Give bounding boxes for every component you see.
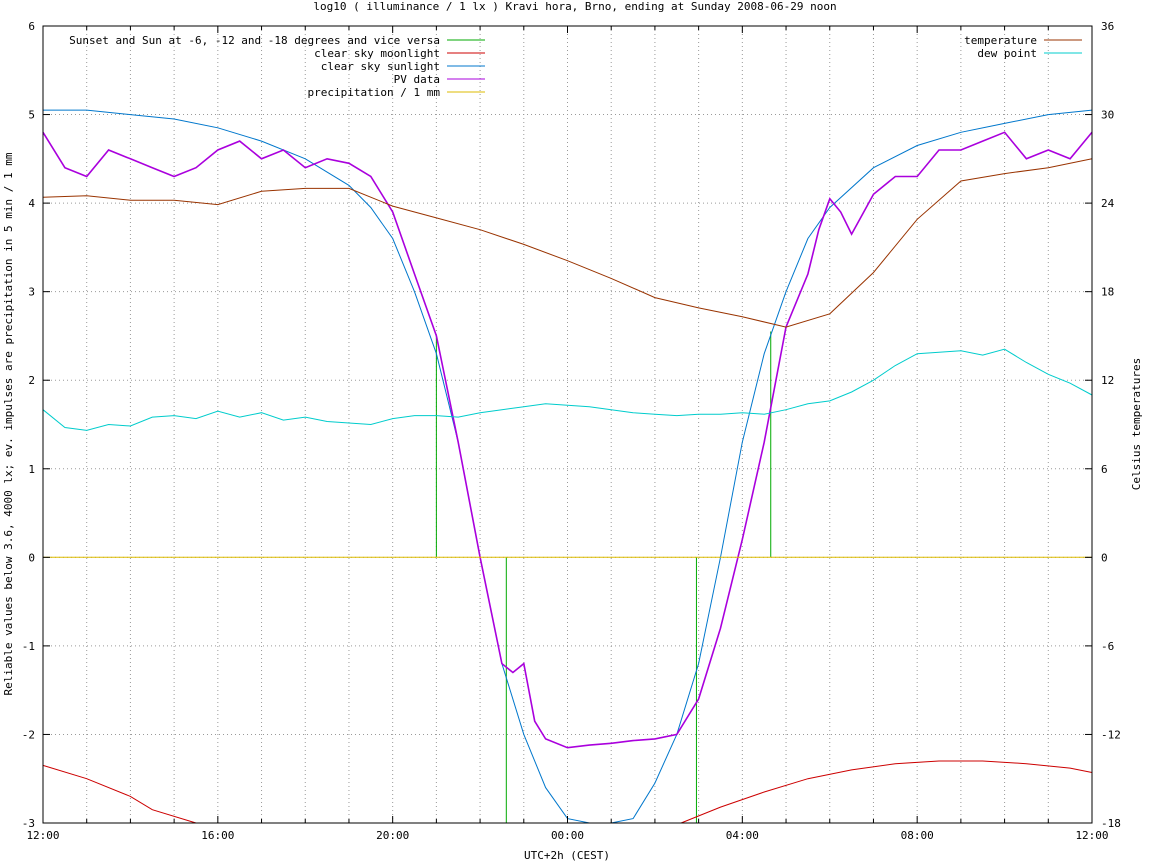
- y-tick-label: 2: [28, 374, 35, 387]
- legend-label: clear sky sunlight: [321, 60, 440, 73]
- y-tick-label: 1: [28, 463, 35, 476]
- y2-tick-label: -6: [1101, 640, 1114, 653]
- legend-label: Sunset and Sun at -6, -12 and -18 degree…: [69, 34, 440, 47]
- x-tick-label: 20:00: [376, 829, 409, 842]
- x-tick-label: 16:00: [201, 829, 234, 842]
- y2-tick-label: -18: [1101, 817, 1121, 830]
- y-tick-label: 3: [28, 286, 35, 299]
- legend-label: dew point: [977, 47, 1037, 60]
- y2-tick-label: 6: [1101, 463, 1108, 476]
- legend-label: precipitation / 1 mm: [308, 86, 441, 99]
- y2-tick-label: 18: [1101, 286, 1114, 299]
- series-line-clear-sky-moonlight: [42, 764, 197, 824]
- y-tick-label: 5: [28, 109, 35, 122]
- y-tick-label: 4: [28, 197, 35, 210]
- y2-tick-label: 30: [1101, 109, 1114, 122]
- y2-axis-label: Celsius temperatures: [1130, 358, 1143, 490]
- y-tick-label: -3: [22, 817, 35, 830]
- y-tick-label: -1: [22, 640, 35, 653]
- series-line-clear-sky-sunlight: [43, 109, 1093, 824]
- y-tick-label: 0: [28, 551, 35, 564]
- series-line-temperature: [42, 158, 1093, 328]
- series-line-pv-data: [42, 131, 1093, 749]
- y-tick-label: -2: [22, 728, 35, 741]
- grid-lines: [43, 26, 1092, 823]
- y2-tick-label: 36: [1101, 20, 1114, 33]
- series-line-clear-sky-moonlight: [680, 760, 1093, 824]
- y-axis-label: Reliable values below 3.6, 4000 lx; ev. …: [2, 152, 15, 695]
- legend-label: temperature: [964, 34, 1037, 47]
- y-tick-label: 6: [28, 20, 35, 33]
- x-tick-label: 12:00: [26, 829, 59, 842]
- x-tick-label: 04:00: [726, 829, 759, 842]
- data-series: [42, 109, 1093, 824]
- y2-tick-label: 12: [1101, 374, 1114, 387]
- x-axis-label: UTC+2h (CEST): [524, 849, 610, 862]
- x-tick-label: 08:00: [901, 829, 934, 842]
- legend: Sunset and Sun at -6, -12 and -18 degree…: [69, 34, 1082, 99]
- x-tick-label: 00:00: [551, 829, 584, 842]
- legend-label: PV data: [394, 73, 440, 86]
- series-line-dew-point: [42, 348, 1093, 431]
- y2-tick-label: 0: [1101, 551, 1108, 564]
- axis-ticks: 12:00 16:00 20:00 00:00 04:00 08:00 12:00 6 5 4 3 2…: [22, 20, 1121, 842]
- y2-tick-label: -12: [1101, 728, 1121, 741]
- y2-tick-label: 24: [1101, 197, 1115, 210]
- x-tick-label: 12:00: [1075, 829, 1108, 842]
- plot-frame: [42, 25, 1093, 824]
- legend-label: clear sky moonlight: [314, 47, 440, 60]
- chart-title: log10 ( illuminance / 1 lx ) Kravi hora,…: [313, 0, 836, 13]
